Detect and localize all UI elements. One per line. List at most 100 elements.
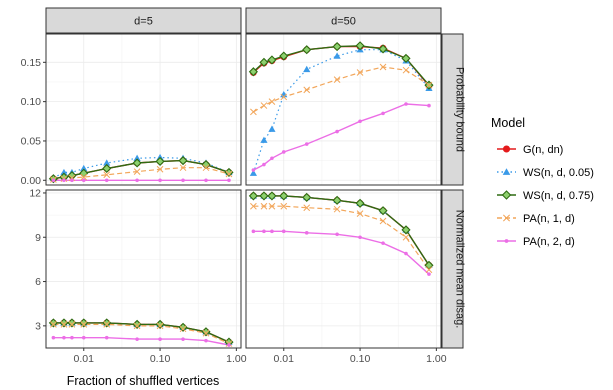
data-point [333,205,341,213]
panel-background [246,190,441,348]
series-line [53,323,230,345]
data-point [280,93,288,101]
data-point [260,136,268,143]
data-point [179,164,187,172]
data-point [227,178,231,183]
data-point [427,103,431,108]
data-point [402,66,410,74]
data-point [225,170,233,178]
data-point [181,337,185,341]
facet-panel [245,189,442,349]
data-point [381,241,385,245]
data-point [249,169,257,176]
data-point [133,154,141,161]
data-point [204,178,208,183]
data-point [248,67,258,77]
legend-swatch-marker [502,168,511,175]
legend-swatch-marker [504,239,509,243]
data-point [270,156,274,161]
panel-border [245,33,442,186]
data-point [280,202,288,210]
data-point [80,173,88,181]
facet-panel [45,189,242,349]
series-line [253,230,430,275]
data-point [259,191,269,201]
legend-swatch-marker [501,190,512,200]
data-point [68,321,76,328]
data-point [227,343,231,347]
series-line [252,45,430,86]
data-point [427,272,431,276]
data-point [60,168,68,176]
facet-panel [45,33,242,186]
data-point [51,178,56,183]
facet-strip-col-label: d=5 [134,16,153,28]
data-point [68,174,76,182]
data-point [81,335,86,340]
y-tick-label: 12 [29,187,41,199]
data-point [251,168,256,172]
data-point [332,42,342,52]
legend-swatch-marker [502,145,511,153]
data-point [270,229,274,234]
data-point [355,41,365,51]
panel-border [45,33,242,186]
data-point [303,65,311,73]
facet-strip-col-label: d=50 [331,16,356,28]
data-point [104,335,109,340]
data-point [60,321,68,328]
data-point [102,163,112,174]
series-line [53,337,230,346]
data-point [62,178,66,183]
legend-swatch-marker [502,214,511,222]
data-point [103,321,111,328]
panel-background [46,190,241,348]
panel-border [245,189,442,349]
data-point [248,191,258,201]
data-point [268,202,276,210]
series-line [53,156,230,179]
data-point [401,53,411,63]
x-tick-label: 0.10 [350,353,371,365]
data-point [262,162,266,167]
data-point [379,217,387,225]
y-tick-label: 3 [35,320,41,332]
data-point [404,251,408,256]
data-point [378,44,388,54]
data-point [80,321,88,328]
y-tick-label: 0.15 [21,57,42,69]
data-point [358,119,362,124]
data-point [50,321,57,328]
axes-layer: 0.00 0.05 0.10 0.15 3 6 9 12 0.01 0.10 1.00 0.01 0.1… [21,57,447,365]
legend: Model G(n, dn) WS(n, d, 0.05) WS(n, d, 0.75… [491,116,594,248]
data-point [304,231,309,235]
data-point [51,335,56,340]
y-tick-label: 0.00 [21,175,42,187]
x-tick-label: 1.00 [426,353,447,365]
data-point [268,98,276,105]
data-point [262,229,266,234]
legend-label: WS(n, d, 0.05) [523,167,594,179]
data-point [333,52,341,59]
data-point [401,225,411,235]
x-tick-label: 0.10 [150,353,171,365]
legend-title: Model [491,116,525,130]
data-point [381,111,385,116]
panel-background [46,34,241,185]
data-point [181,178,185,183]
facet-strip-col [245,7,442,34]
y-tick-label: 0.10 [21,96,42,108]
data-point [251,229,256,234]
panel-background [246,34,441,185]
data-point [250,108,257,116]
data-point [70,335,74,340]
data-point [267,55,277,65]
data-point [132,158,142,168]
data-point [378,206,388,216]
facet-strip-row-label: Normalized mean disag. [454,210,466,329]
x-axis-title: Fraction of shuffled vertices [67,374,220,388]
data-point [355,198,365,208]
data-point [133,168,141,175]
data-point [103,171,111,179]
data-point [335,129,339,134]
